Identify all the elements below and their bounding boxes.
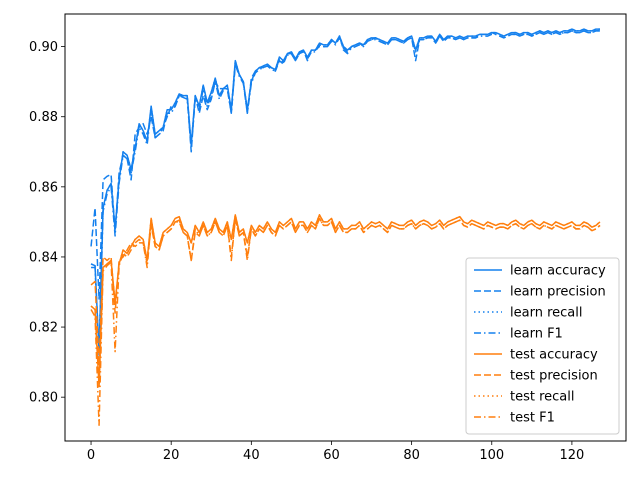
series-layer	[90, 28, 601, 426]
legend-entry-label: learn F1	[510, 327, 563, 342]
legend-entry-label: test accuracy	[510, 348, 598, 363]
x-axis: 0 20 40 60 80 100 120	[87, 441, 584, 463]
x-tick-label: 80	[403, 448, 420, 463]
y-axis: 0.80 0.82 0.84 0.86 0.88 0.90	[29, 40, 65, 406]
legend-box	[465, 257, 620, 435]
legend: learn accuracy learn precision learn recal…	[465, 257, 620, 435]
y-tick-label: 0.88	[29, 110, 58, 125]
x-tick-label: 120	[559, 448, 584, 463]
legend-entry-label: test recall	[510, 390, 575, 405]
legend-entry-label: learn accuracy	[510, 264, 606, 279]
y-tick-label: 0.82	[29, 321, 58, 336]
series-line-learn-recall	[90, 28, 600, 353]
y-tick-label: 0.80	[29, 391, 58, 406]
y-tick-label: 0.90	[29, 40, 58, 55]
series-line-test-f1	[90, 217, 601, 426]
x-tick-label: 60	[323, 448, 340, 463]
legend-entry-label: learn precision	[510, 285, 606, 300]
legend-entry-label: test F1	[510, 411, 555, 426]
series-line-test-recall	[90, 214, 601, 388]
x-tick-label: 0	[87, 448, 95, 463]
y-tick-label: 0.84	[29, 250, 58, 265]
y-tick-label: 0.86	[29, 180, 58, 195]
x-tick-label: 100	[479, 448, 504, 463]
plot-frame	[64, 13, 627, 442]
x-tick-label: 40	[243, 448, 260, 463]
series-line-learn-f1	[91, 30, 600, 356]
x-tick-label: 20	[163, 448, 180, 463]
legend-entry-label: learn recall	[510, 306, 582, 321]
legend-entry-label: test precision	[510, 369, 598, 384]
